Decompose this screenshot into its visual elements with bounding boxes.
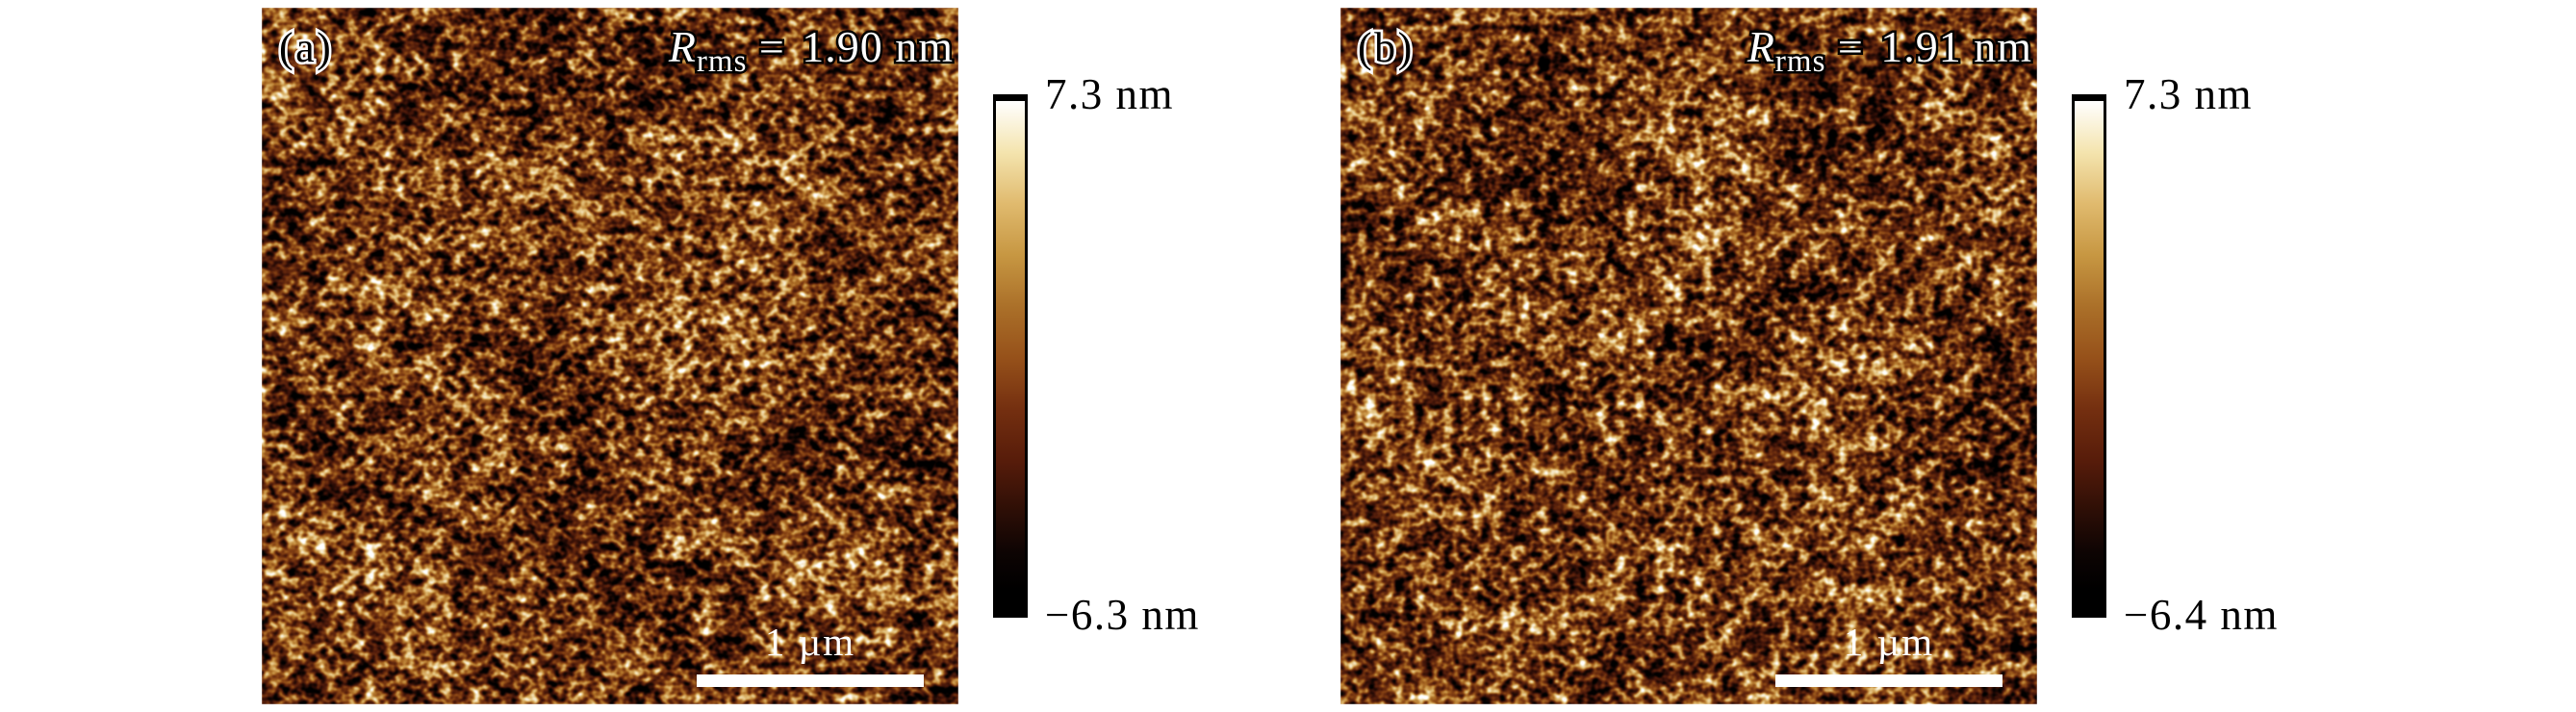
svg-text:7.3 nm: 7.3 nm [1045,70,1174,118]
svg-text:1 µm: 1 µm [765,620,855,664]
svg-text:7.3 nm: 7.3 nm [2124,70,2253,118]
svg-text:Rrms = 1.90 nm: Rrms = 1.90 nm [668,22,954,79]
svg-text:−6.4 nm: −6.4 nm [2124,591,2279,639]
svg-text:(b): (b) [1358,24,1415,71]
svg-text:1 µm: 1 µm [1844,620,1934,664]
svg-text:(a): (a) [279,24,333,71]
svg-text:−6.3 nm: −6.3 nm [1045,591,1200,639]
svg-text:Rrms = 1.91 nm: Rrms = 1.91 nm [1747,22,2032,79]
